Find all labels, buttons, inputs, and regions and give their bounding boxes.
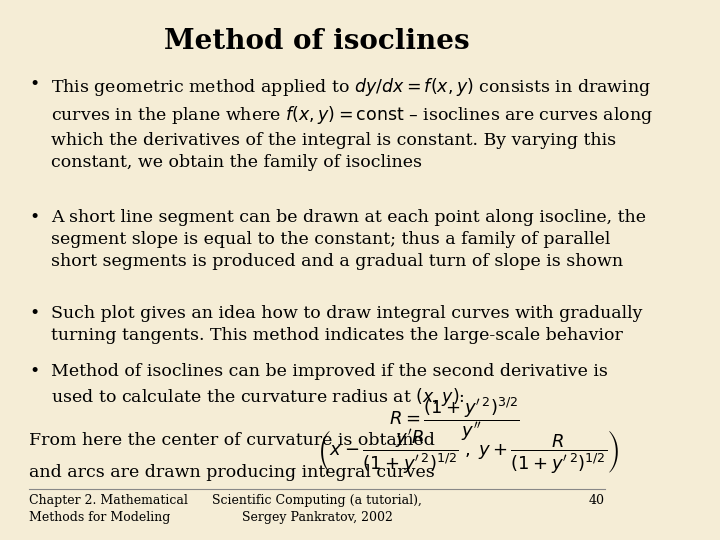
Text: •: • [30,363,40,380]
Text: $\left(x - \dfrac{y'R}{(1+y'^{\,2})^{1/2}}\;,\; y + \dfrac{R}{(1+y'^{\,2})^{1/2}: $\left(x - \dfrac{y'R}{(1+y'^{\,2})^{1/2… [317,428,619,476]
Text: From here the center of curvature is obtained: From here the center of curvature is obt… [30,432,435,449]
Text: This geometric method applied to $dy/dx{=}f(x,y)$ consists in drawing
curves in : This geometric method applied to $dy/dx{… [51,76,653,171]
Text: 40: 40 [589,494,605,508]
Text: Scientific Computing (a tutorial),
Sergey Pankratov, 2002: Scientific Computing (a tutorial), Serge… [212,494,422,524]
Text: $R = \dfrac{(1+y'^{\,2})^{3/2}}{y''}$: $R = \dfrac{(1+y'^{\,2})^{3/2}}{y''}$ [389,395,520,443]
Text: and arcs are drawn producing integral curves: and arcs are drawn producing integral cu… [30,464,435,481]
Text: Method of isoclines: Method of isoclines [164,28,470,55]
Text: Chapter 2. Mathematical
Methods for Modeling: Chapter 2. Mathematical Methods for Mode… [30,494,188,524]
Text: •: • [30,76,40,93]
Text: •: • [30,209,40,226]
Text: A short line segment can be drawn at each point along isocline, the
segment slop: A short line segment can be drawn at eac… [51,209,646,270]
Text: Method of isoclines can be improved if the second derivative is
used to calculat: Method of isoclines can be improved if t… [51,363,608,408]
Text: Such plot gives an idea how to draw integral curves with gradually
turning tange: Such plot gives an idea how to draw inte… [51,305,643,344]
Text: •: • [30,305,40,321]
